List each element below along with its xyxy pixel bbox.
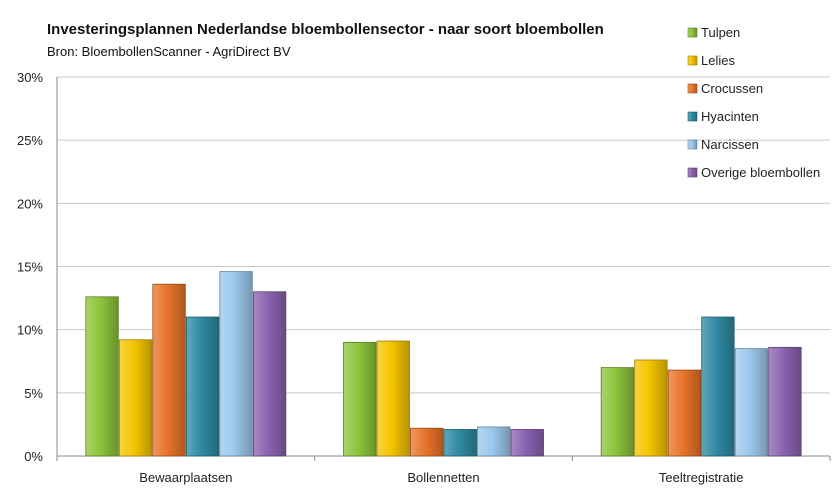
bar-lelies: [634, 359, 668, 457]
bar-tulpen: [85, 296, 119, 457]
y-tick-label: 5%: [24, 386, 43, 401]
bar-lelies: [376, 340, 410, 457]
bar-hyacinten: [443, 429, 477, 457]
legend-label: Overige bloembollen: [701, 165, 820, 180]
bar-overige-bloembollen: [768, 346, 802, 457]
chart-subtitle: Bron: BloembollenScanner - AgriDirect BV: [47, 44, 291, 59]
bar-overige-bloembollen: [510, 429, 544, 457]
y-tick-label: 20%: [17, 196, 43, 211]
legend-label: Lelies: [701, 53, 735, 68]
legend: Tulpen Lelies Crocussen Hyacinten Narcissen O…: [687, 25, 820, 180]
legend-swatch: [687, 83, 698, 94]
bar-narcissen: [219, 271, 253, 457]
y-tick-label: 10%: [17, 323, 43, 338]
legend-label: Hyacinten: [701, 109, 759, 124]
x-category-label: Bewaarplaatsen: [139, 470, 232, 485]
legend-label: Crocussen: [701, 81, 763, 96]
bar-lelies: [118, 339, 153, 457]
legend-label: Narcissen: [701, 137, 759, 152]
bar-hyacinten: [185, 316, 220, 457]
y-tick-label: 15%: [17, 260, 43, 275]
x-category-label: Bollennetten: [407, 470, 479, 485]
bar-tulpen: [343, 341, 377, 457]
bar-hyacinten: [701, 316, 735, 457]
x-category-label: Teeltregistratie: [659, 470, 744, 485]
y-tick-label: 0%: [24, 449, 43, 464]
legend-swatch: [687, 139, 698, 150]
bar-overige-bloembollen: [252, 291, 287, 457]
legend-swatch: [687, 111, 698, 122]
y-tick-label: 30%: [17, 70, 43, 85]
legend-swatch: [687, 167, 698, 178]
bar-narcissen: [734, 348, 769, 457]
chart-title: Investeringsplannen Nederlandse bloembol…: [47, 21, 604, 38]
bars: [85, 271, 802, 457]
bar-narcissen: [477, 426, 511, 457]
legend-swatch: [687, 27, 698, 38]
legend-swatch: [687, 55, 698, 66]
legend-label: Tulpen: [701, 25, 740, 40]
y-tick-label: 25%: [17, 133, 43, 148]
bar-crocussen: [667, 369, 702, 457]
bar-crocussen: [152, 283, 186, 457]
axes: 0% 5% 10% 15% 20% 25% 30% Bewaarplaatsen Bollenn…: [17, 70, 831, 485]
bar-tulpen: [600, 367, 635, 457]
bar-crocussen: [410, 427, 444, 457]
gridlines: [57, 76, 830, 394]
